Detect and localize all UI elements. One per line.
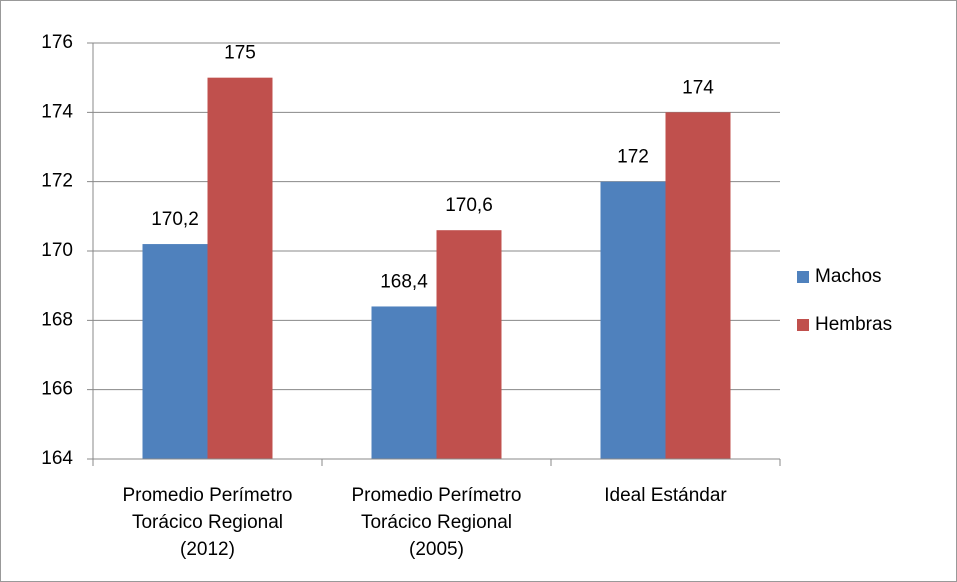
legend-swatch (797, 271, 809, 283)
legend-swatch (797, 319, 809, 331)
legend-label: Hembras (815, 314, 892, 335)
y-tick-label: 174 (41, 101, 73, 122)
x-tick-label: Promedio Perímetro Torácico Regional (20… (351, 485, 522, 560)
legend-label: Machos (815, 266, 882, 287)
x-tick-label: Promedio Perímetro Torácico Regional (20… (122, 485, 293, 560)
data-label: 170,2 (151, 209, 199, 230)
bar (436, 230, 502, 459)
bar (600, 181, 666, 459)
x-tick-label: Ideal Estándar (604, 485, 727, 506)
y-tick-label: 176 (41, 32, 73, 53)
data-label: 174 (682, 77, 714, 98)
data-label: 168,4 (380, 271, 428, 292)
bar (665, 112, 731, 459)
bar (371, 306, 437, 459)
bar (207, 77, 273, 460)
y-tick-label: 164 (41, 448, 73, 469)
y-tick-label: 166 (41, 379, 73, 400)
data-label: 172 (617, 147, 649, 168)
y-tick-label: 168 (41, 309, 73, 330)
data-label: 175 (224, 43, 256, 64)
y-tick-label: 172 (41, 171, 73, 192)
y-tick-label: 170 (41, 240, 73, 261)
bar (142, 244, 208, 459)
data-label: 170,6 (445, 195, 493, 216)
